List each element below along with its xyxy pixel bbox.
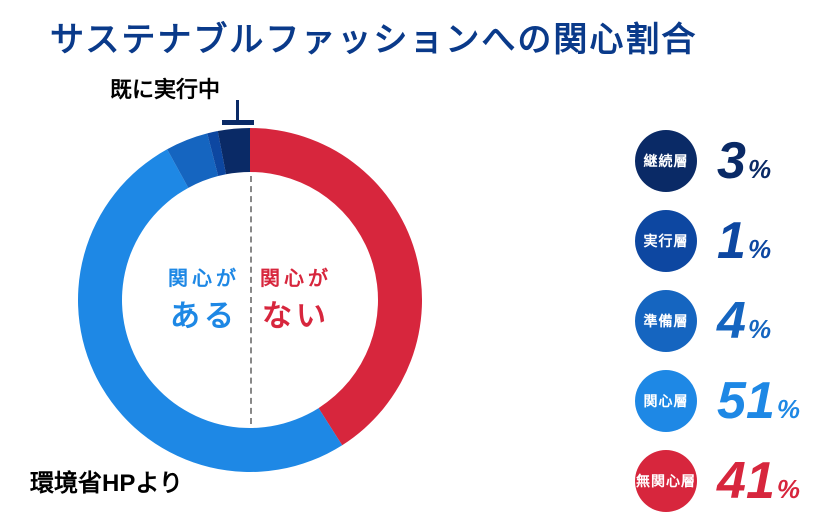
callout-connector-vertical — [236, 100, 239, 122]
legend-badge: 準備層 — [635, 290, 697, 352]
legend-value: 41% — [717, 455, 800, 507]
center-label-right: 関心が ない — [260, 262, 332, 335]
legend: 継続層 3% 実行層 1% 準備層 4% 関心層 51% 無関心層 41% — [635, 130, 800, 512]
source-text: 環境省HPより — [30, 463, 183, 498]
legend-badge: 実行層 — [635, 210, 697, 272]
legend-row: 継続層 3% — [635, 130, 800, 192]
center-left-line2: ある — [168, 291, 240, 335]
legend-badge: 無関心層 — [635, 450, 697, 512]
legend-badge: 継続層 — [635, 130, 697, 192]
chart-title: サステナブルファッションへの関心割合 — [50, 12, 697, 61]
legend-value: 3% — [717, 135, 771, 187]
center-label-left: 関心が ある — [168, 262, 240, 335]
legend-row: 関心層 51% — [635, 370, 800, 432]
donut-divider — [250, 176, 252, 424]
legend-badge: 関心層 — [635, 370, 697, 432]
legend-row: 無関心層 41% — [635, 450, 800, 512]
legend-value: 4% — [717, 295, 771, 347]
legend-row: 準備層 4% — [635, 290, 800, 352]
center-left-line1: 関心が — [168, 262, 240, 291]
callout-label: 既に実行中 — [110, 72, 220, 104]
legend-value: 1% — [717, 215, 771, 267]
callout-connector-horizontal — [222, 120, 254, 125]
legend-row: 実行層 1% — [635, 210, 800, 272]
legend-value: 51% — [717, 375, 800, 427]
center-right-line2: ない — [260, 291, 332, 335]
center-right-line1: 関心が — [260, 262, 332, 291]
